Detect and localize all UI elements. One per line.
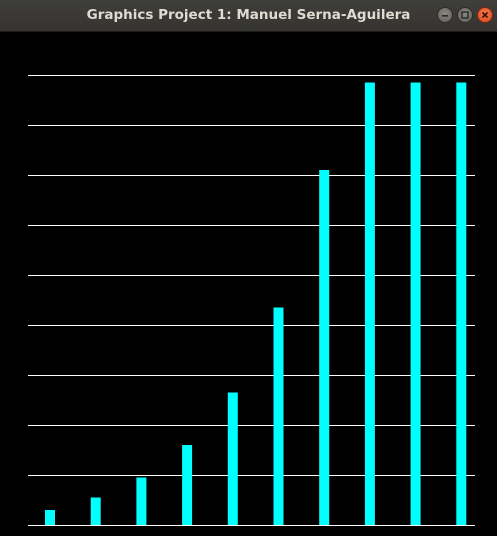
drawing-canvas bbox=[0, 32, 497, 536]
minimize-icon bbox=[442, 15, 448, 17]
maximize-button[interactable] bbox=[457, 7, 473, 23]
window-title: Graphics Project 1: Manuel Serna-Aguiler… bbox=[86, 7, 411, 23]
close-button[interactable] bbox=[477, 7, 493, 23]
bar-7 bbox=[319, 170, 330, 525]
close-icon bbox=[481, 11, 489, 19]
grid-lines bbox=[28, 75, 475, 526]
bar-10 bbox=[456, 82, 467, 525]
bar-2 bbox=[90, 497, 101, 525]
minimize-button[interactable] bbox=[437, 7, 453, 23]
title-bar[interactable]: Graphics Project 1: Manuel Serna-Aguiler… bbox=[0, 0, 497, 32]
bar-6 bbox=[273, 307, 284, 525]
maximize-icon bbox=[461, 11, 469, 19]
bar-8 bbox=[364, 82, 375, 525]
bars bbox=[45, 82, 467, 525]
bar-9 bbox=[410, 82, 421, 525]
bar-1 bbox=[45, 510, 55, 525]
bar-4 bbox=[182, 445, 193, 525]
bar-5 bbox=[227, 392, 238, 525]
bar-3 bbox=[136, 477, 147, 525]
bar-chart bbox=[28, 75, 475, 526]
